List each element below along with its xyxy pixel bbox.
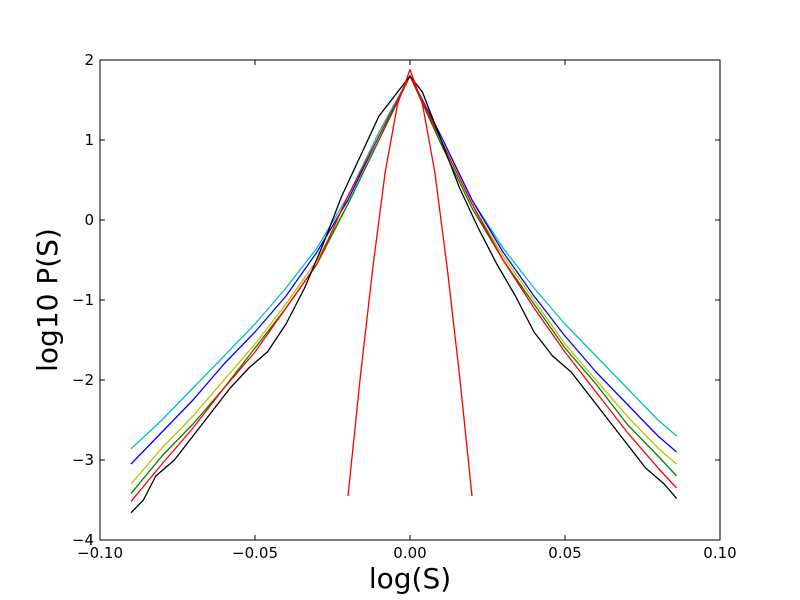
y-axis-label: log10 P(S) — [31, 228, 64, 372]
x-tick-label: 0.00 — [393, 544, 426, 562]
series-line-6 — [347, 68, 473, 497]
y-tick-label: −3 — [72, 451, 94, 469]
x-tick-label: −0.10 — [77, 544, 123, 562]
series-layer — [130, 68, 678, 514]
y-tick-label: 2 — [84, 51, 94, 69]
y-tick-label: 1 — [84, 131, 94, 149]
y-tick-label: −1 — [72, 291, 94, 309]
x-axis-label: log(S) — [369, 562, 451, 595]
y-tick-label: −2 — [72, 371, 94, 389]
y-tick-label: 0 — [84, 211, 94, 229]
y-tick-label: −4 — [72, 531, 94, 549]
x-tick-label: 0.05 — [548, 544, 581, 562]
x-tick-label: 0.10 — [703, 544, 736, 562]
series-line-5 — [130, 75, 678, 514]
x-tick-label: −0.05 — [232, 544, 278, 562]
tick-layer: −0.10 −0.05 0.00 0.05 0.10 −4 −3 −2 −1 0 1 2 — [72, 51, 737, 562]
